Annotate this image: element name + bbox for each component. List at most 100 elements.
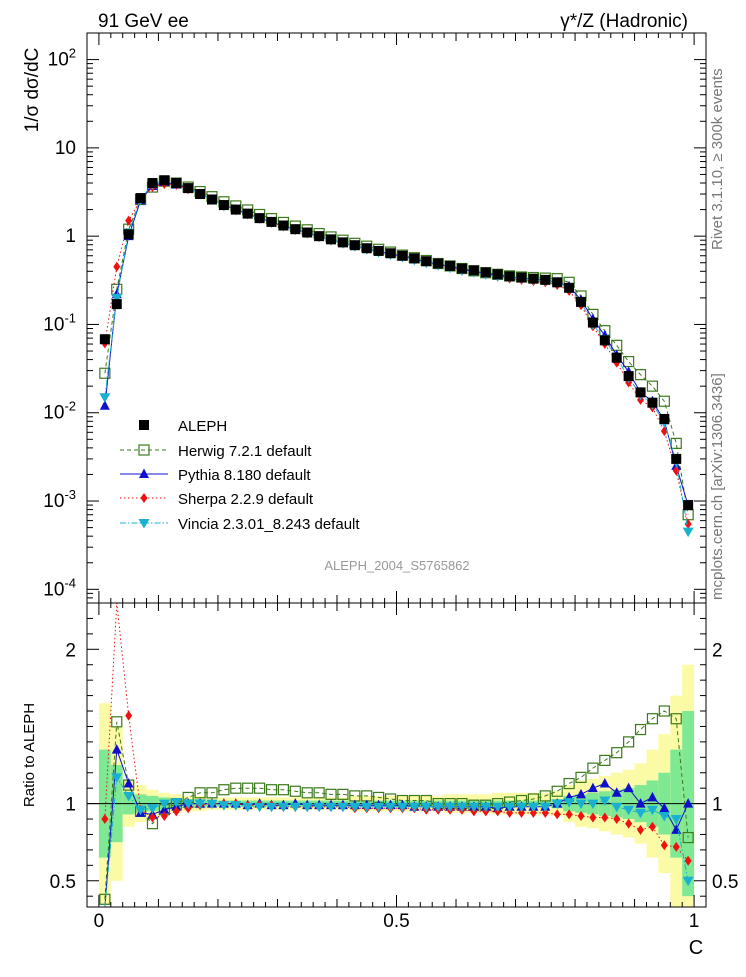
ratio-point-herwig [313, 787, 325, 799]
ratio-point-sherpa [125, 710, 133, 721]
ratio-point-vincia [254, 802, 266, 813]
main-point-sherpa [125, 215, 133, 226]
ratio-point-herwig [682, 831, 694, 844]
ratio-point-herwig [265, 784, 278, 796]
main-point-data [623, 371, 634, 382]
main-point-herwig [634, 369, 647, 381]
ratio-point-vincia [504, 802, 516, 813]
ratio-point-vincia [658, 811, 670, 822]
ratio-point-vincia [123, 791, 135, 802]
main-point-vincia [99, 393, 111, 403]
ratio-point-vincia [635, 808, 647, 819]
ratio-point-vincia [551, 799, 563, 810]
main-point-data [278, 220, 289, 231]
ratio-line-sherpa [104, 602, 689, 862]
main-series-layer [99, 175, 694, 538]
ratio-point-pythia [576, 788, 587, 799]
ratio-point-vincia [575, 799, 587, 810]
main-point-data [290, 224, 301, 235]
legend-marker-pythia [139, 468, 149, 478]
ratio-series-herwig [99, 705, 694, 905]
ratio-point-vincia [444, 802, 456, 813]
ratio-point-sherpa [684, 855, 692, 866]
ratio-point-vincia [361, 802, 373, 813]
ratio-point-vincia [277, 802, 289, 813]
main-point-data [492, 269, 503, 280]
ratio-point-vincia [670, 815, 682, 825]
ratio-point-vincia [420, 802, 432, 813]
main-point-data [659, 413, 670, 424]
legend-label-sherpa: Sherpa 2.2.9 default [178, 491, 314, 508]
main-point-data [409, 253, 420, 264]
legend-entry-data: ALEPH [139, 418, 227, 435]
main-point-data [385, 248, 396, 259]
main-point-data [528, 273, 539, 284]
ratio-point-herwig [254, 782, 266, 794]
ratio-point-vincia [563, 798, 575, 808]
ratio-point-herwig [218, 784, 230, 796]
main-line-herwig [104, 180, 689, 515]
ratio-point-herwig [670, 713, 682, 725]
ratio-point-vincia [515, 802, 527, 813]
main-point-sherpa [660, 426, 668, 437]
ratio-point-vincia [539, 802, 551, 813]
ratio-point-vincia [480, 802, 492, 813]
process-energy-label: 91 GeV ee [98, 11, 189, 32]
main-y-tick-label: 102 [48, 46, 76, 71]
main-point-data [159, 175, 170, 186]
main-point-data [456, 263, 467, 274]
ratio-point-vincia [218, 801, 230, 811]
ratio-point-sherpa [672, 841, 680, 852]
ratio-point-sherpa [529, 807, 537, 818]
ratio-point-vincia [206, 799, 218, 810]
ratio-point-vincia [396, 802, 408, 813]
legend-label-data: ALEPH [178, 418, 227, 435]
ratio-y-tick-label-left: 1 [65, 795, 76, 816]
ratio-point-vincia [623, 805, 635, 816]
main-point-data [183, 183, 194, 194]
ratio-point-vincia [111, 773, 123, 783]
ratio-point-pythia [123, 778, 134, 788]
main-point-pythia [99, 400, 110, 410]
ratio-point-vincia [230, 801, 242, 811]
main-series-data [99, 175, 694, 511]
main-point-data [552, 277, 563, 288]
ratio-point-sherpa [625, 818, 633, 829]
ratio-point-vincia [146, 804, 158, 814]
ratio-point-sherpa [613, 814, 621, 825]
main-point-sherpa [672, 465, 680, 476]
ratio-point-sherpa [660, 840, 668, 851]
ratio-y-tick-label-right: 0.5 [712, 872, 738, 893]
ratio-point-vincia [373, 802, 385, 813]
ratio-point-sherpa [577, 810, 585, 821]
main-point-data [671, 453, 682, 464]
ratio-y-tick-label-left: 2 [65, 640, 76, 661]
ratio-series-vincia [104, 773, 694, 908]
main-point-vincia [111, 293, 123, 304]
rivet-version-label: Rivet 3.1.10, ≥ 300k events [709, 68, 726, 250]
x-axis-title: C [689, 937, 703, 959]
main-y-tick-labels: 10-4 10-3 10-2 10-1 1 10 102 [43, 46, 76, 601]
ratio-point-herwig [587, 762, 599, 774]
process-title: γ*/Z (Hadronic) [560, 11, 688, 32]
ratio-point-vincia [599, 796, 611, 807]
x-tick-label: 1 [689, 911, 700, 932]
main-point-data [111, 299, 122, 310]
legend-entry-herwig: Herwig 7.2.1 default [120, 443, 312, 460]
main-point-data [147, 178, 158, 189]
main-y-tick-label: 10-4 [43, 575, 76, 600]
ratio-point-pythia [635, 798, 646, 808]
main-point-data [361, 243, 372, 254]
ratio-point-pythia [659, 802, 670, 813]
main-point-data [99, 334, 110, 345]
main-point-data [171, 178, 182, 189]
main-point-data [302, 227, 313, 238]
ratio-point-sherpa [541, 807, 549, 818]
ratio-point-pythia [111, 744, 122, 754]
ratio-point-herwig [623, 736, 635, 748]
ratio-point-sherpa [172, 806, 180, 817]
ratio-point-vincia [337, 802, 349, 813]
ratio-y-tick-label-right: 1 [712, 795, 723, 816]
ratio-point-vincia [170, 798, 182, 808]
